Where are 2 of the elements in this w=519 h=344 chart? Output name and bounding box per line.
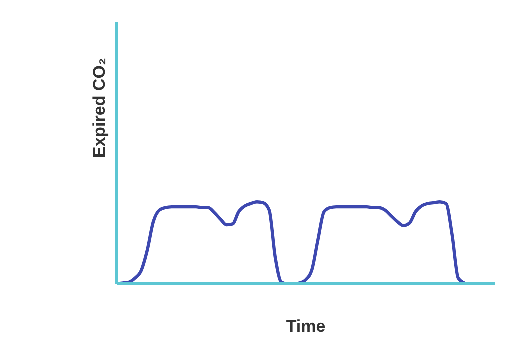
y-axis-title: Expired CO₂ [90, 58, 110, 158]
x-axis-title: Time [286, 317, 326, 336]
